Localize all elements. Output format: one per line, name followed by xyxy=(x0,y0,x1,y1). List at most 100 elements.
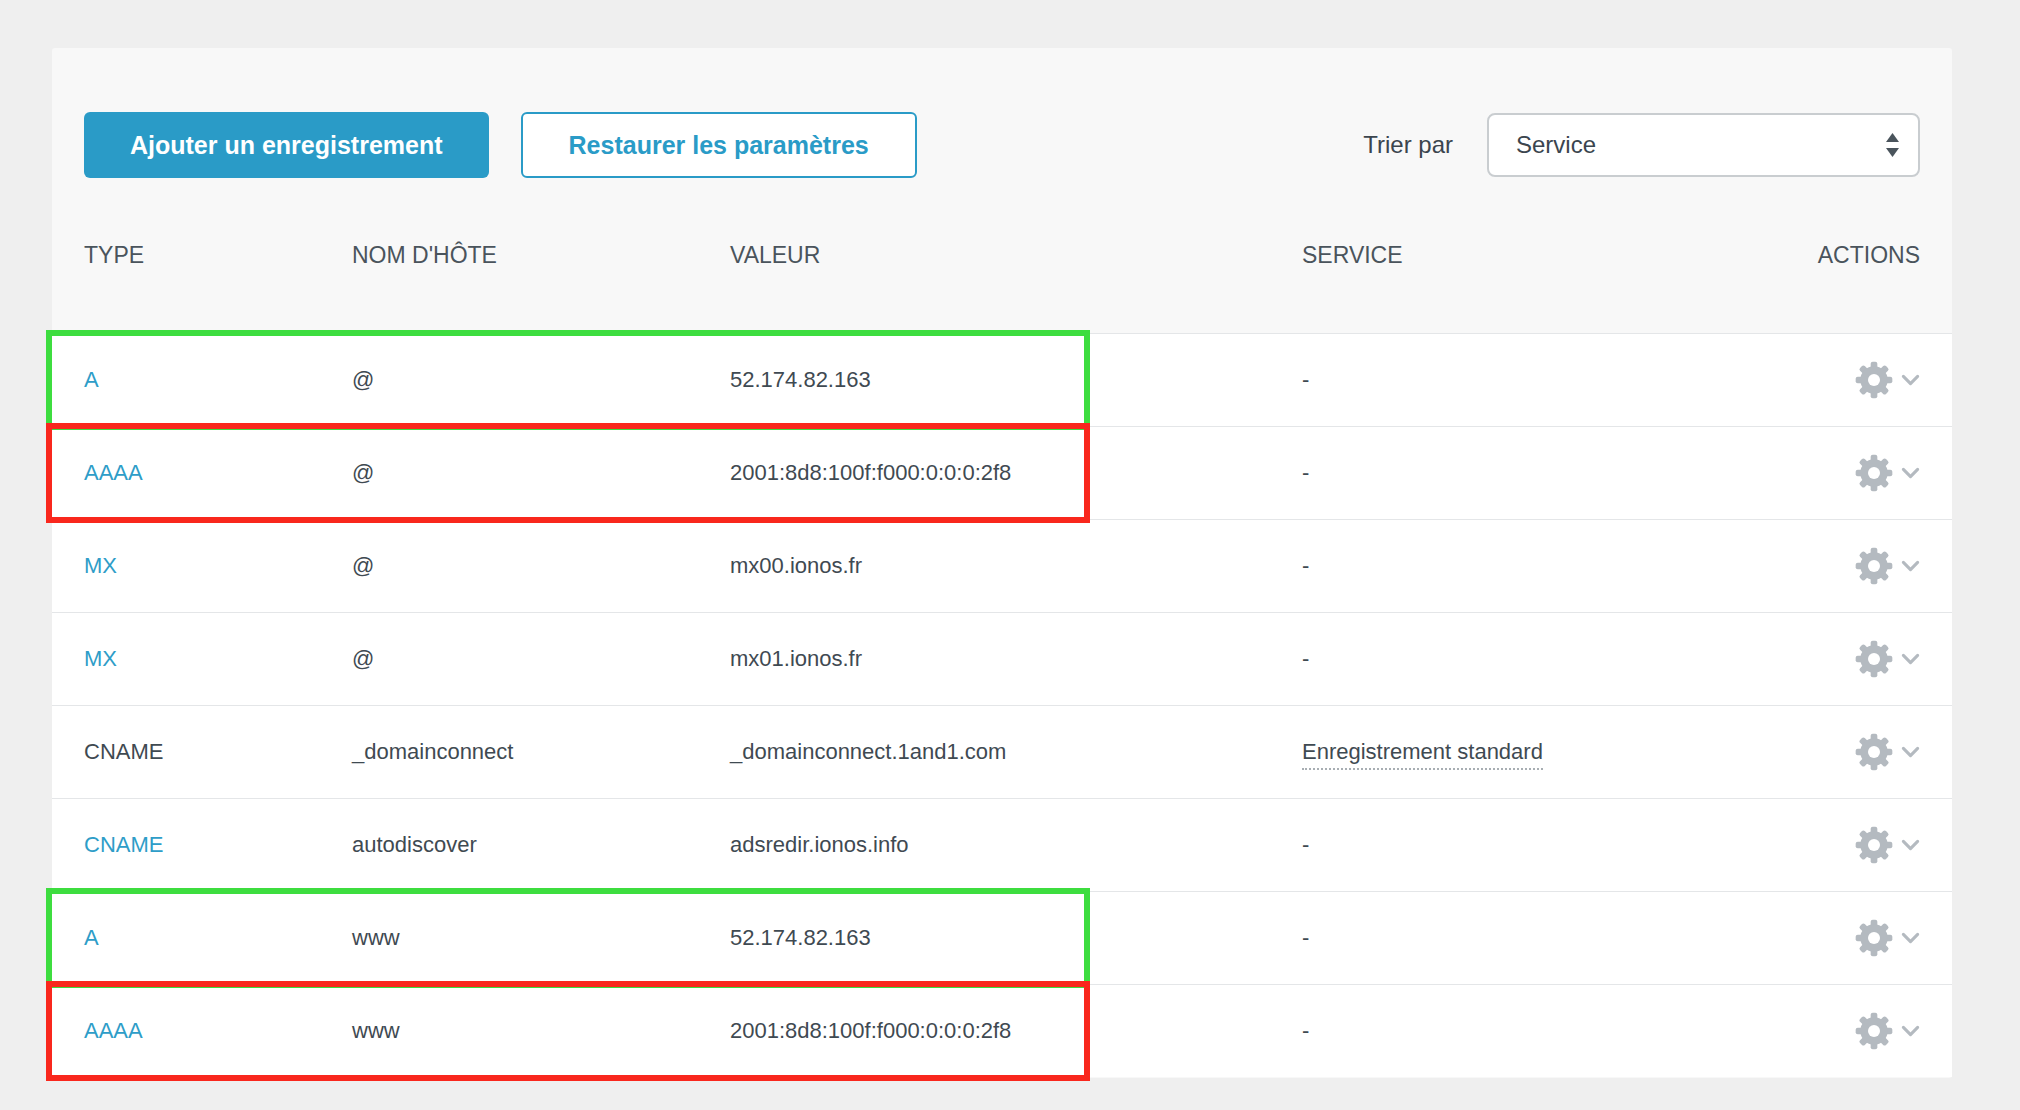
add-record-button[interactable]: Ajouter un enregistrement xyxy=(84,112,489,178)
sort-select-value: Service xyxy=(1516,131,1596,159)
toolbar: Ajouter un enregistrement Restaurer les … xyxy=(52,48,1952,178)
record-type-link[interactable]: MX xyxy=(84,646,117,671)
host-name: www xyxy=(352,1018,730,1044)
chevron-down-icon xyxy=(1901,467,1920,479)
service-cell: - xyxy=(1302,553,1812,579)
gear-icon xyxy=(1854,732,1894,772)
service-value: - xyxy=(1302,646,1309,671)
host-name: _domainconnect xyxy=(352,739,730,765)
sort-by-label: Trier par xyxy=(1363,131,1453,159)
column-header-actions: ACTIONS xyxy=(1812,242,1920,269)
service-value: - xyxy=(1302,460,1309,485)
record-value: mx00.ionos.fr xyxy=(730,553,1302,579)
actions-cell xyxy=(1812,360,1920,400)
actions-cell xyxy=(1812,546,1920,586)
actions-cell xyxy=(1812,732,1920,772)
service-link[interactable]: Enregistrement standard xyxy=(1302,739,1543,770)
record-value: 2001:8d8:100f:f000:0:0:0:2f8 xyxy=(730,460,1302,486)
record-type-text: CNAME xyxy=(84,739,163,764)
actions-cell xyxy=(1812,453,1920,493)
host-name: www xyxy=(352,925,730,951)
select-stepper-icon xyxy=(1885,132,1900,158)
host-name: @ xyxy=(352,553,730,579)
column-header-value: VALEUR xyxy=(730,242,1302,269)
service-cell: - xyxy=(1302,367,1812,393)
chevron-down-icon xyxy=(1901,839,1920,851)
host-name: autodiscover xyxy=(352,832,730,858)
record-value: _domainconnect.1and1.com xyxy=(730,739,1302,765)
column-header-host: NOM D'HÔTE xyxy=(352,242,730,269)
chevron-down-icon xyxy=(1901,653,1920,665)
service-cell: - xyxy=(1302,646,1812,672)
service-cell: - xyxy=(1302,1018,1812,1044)
service-value: - xyxy=(1302,832,1309,857)
chevron-down-icon xyxy=(1901,746,1920,758)
service-cell: - xyxy=(1302,832,1812,858)
gear-icon xyxy=(1854,825,1894,865)
host-name: @ xyxy=(352,646,730,672)
table-row: MX @ mx00.ionos.fr - xyxy=(52,519,1952,612)
gear-icon xyxy=(1854,546,1894,586)
table-header: TYPE NOM D'HÔTE VALEUR SERVICE ACTIONS xyxy=(52,178,1952,333)
record-value: mx01.ionos.fr xyxy=(730,646,1302,672)
gear-icon xyxy=(1854,639,1894,679)
record-type-link[interactable]: AAAA xyxy=(84,460,143,485)
record-type-link[interactable]: CNAME xyxy=(84,832,163,857)
actions-cell xyxy=(1812,825,1920,865)
record-value: 2001:8d8:100f:f000:0:0:0:2f8 xyxy=(730,1018,1302,1044)
table-row: MX @ mx01.ionos.fr - xyxy=(52,612,1952,705)
sort-select[interactable]: Service xyxy=(1487,113,1920,177)
row-actions-menu-button[interactable] xyxy=(1854,918,1920,958)
restore-settings-button[interactable]: Restaurer les paramètres xyxy=(521,112,917,178)
host-name: @ xyxy=(352,460,730,486)
type-cell: AAAA xyxy=(84,1018,352,1044)
service-cell: - xyxy=(1302,460,1812,486)
chevron-down-icon xyxy=(1901,374,1920,386)
chevron-down-icon xyxy=(1901,560,1920,572)
chevron-down-icon xyxy=(1901,932,1920,944)
row-actions-menu-button[interactable] xyxy=(1854,453,1920,493)
gear-icon xyxy=(1854,1011,1894,1051)
row-actions-menu-button[interactable] xyxy=(1854,825,1920,865)
gear-icon xyxy=(1854,360,1894,400)
service-value: - xyxy=(1302,925,1309,950)
gear-icon xyxy=(1854,918,1894,958)
record-type-link[interactable]: A xyxy=(84,367,99,392)
type-cell: MX xyxy=(84,646,352,672)
record-type-link[interactable]: MX xyxy=(84,553,117,578)
table-row: CNAME autodiscover adsredir.ionos.info - xyxy=(52,798,1952,891)
type-cell: CNAME xyxy=(84,739,352,765)
table-row: A www 52.174.82.163 - xyxy=(52,891,1952,984)
chevron-down-icon xyxy=(1901,1025,1920,1037)
table-row: AAAA @ 2001:8d8:100f:f000:0:0:0:2f8 - xyxy=(52,426,1952,519)
table-row: AAAA www 2001:8d8:100f:f000:0:0:0:2f8 - xyxy=(52,984,1952,1077)
actions-cell xyxy=(1812,918,1920,958)
column-header-service: SERVICE xyxy=(1302,242,1812,269)
type-cell: MX xyxy=(84,553,352,579)
actions-cell xyxy=(1812,639,1920,679)
record-value: 52.174.82.163 xyxy=(730,925,1302,951)
page: { "toolbar": { "add_button": "Ajouter un… xyxy=(0,0,2020,1110)
type-cell: AAAA xyxy=(84,460,352,486)
row-actions-menu-button[interactable] xyxy=(1854,360,1920,400)
host-name: @ xyxy=(352,367,730,393)
type-cell: A xyxy=(84,925,352,951)
row-actions-menu-button[interactable] xyxy=(1854,639,1920,679)
record-value: 52.174.82.163 xyxy=(730,367,1302,393)
row-actions-menu-button[interactable] xyxy=(1854,732,1920,772)
table-body: A @ 52.174.82.163 - xyxy=(52,333,1952,1077)
service-value: - xyxy=(1302,367,1309,392)
type-cell: CNAME xyxy=(84,832,352,858)
service-value: - xyxy=(1302,1018,1309,1043)
record-type-link[interactable]: AAAA xyxy=(84,1018,143,1043)
record-value: adsredir.ionos.info xyxy=(730,832,1302,858)
type-cell: A xyxy=(84,367,352,393)
record-type-link[interactable]: A xyxy=(84,925,99,950)
service-cell: Enregistrement standard xyxy=(1302,739,1812,765)
table-row: A @ 52.174.82.163 - xyxy=(52,333,1952,426)
actions-cell xyxy=(1812,1011,1920,1051)
gear-icon xyxy=(1854,453,1894,493)
row-actions-menu-button[interactable] xyxy=(1854,546,1920,586)
row-actions-menu-button[interactable] xyxy=(1854,1011,1920,1051)
dns-records-card: Ajouter un enregistrement Restaurer les … xyxy=(52,48,1952,1078)
